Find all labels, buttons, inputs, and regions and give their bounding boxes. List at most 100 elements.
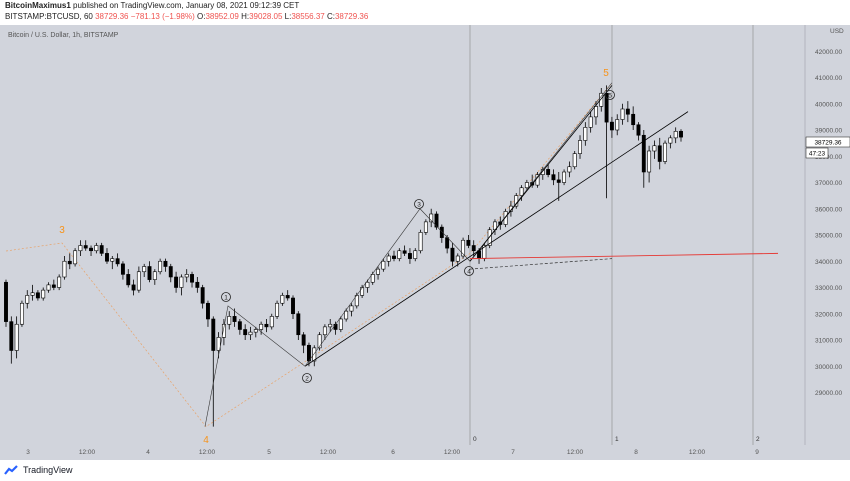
- candle-body: [519, 187, 524, 196]
- high-value: 39028.05: [249, 12, 283, 21]
- candle-body: [120, 263, 125, 275]
- subwave-circle: [414, 199, 424, 209]
- candle-body: [19, 302, 24, 325]
- last-price: 38729.36: [95, 12, 129, 21]
- candle-body: [67, 260, 72, 265]
- trendline-lower: [304, 111, 689, 367]
- candle-body: [620, 108, 625, 120]
- candle-body: [407, 253, 412, 259]
- subwave-circle: [302, 373, 312, 383]
- x-tick-label: 4: [146, 449, 150, 456]
- ohlc-info: BITSTAMP:BTCUSD, 60 38729.36 −781.13 (−1…: [5, 12, 368, 21]
- candle-body: [4, 281, 8, 322]
- wave-label: 5: [603, 68, 609, 79]
- candle-body: [567, 166, 572, 173]
- vertical-marker-label: 1: [615, 436, 619, 443]
- candle-body: [237, 321, 242, 330]
- candle-body: [583, 127, 588, 141]
- author-name[interactable]: BitcoinMaximus1: [5, 1, 71, 10]
- close-value: 38729.36: [334, 12, 369, 21]
- x-tick-label: 9: [755, 449, 759, 456]
- candle-body: [110, 258, 115, 262]
- candle-body: [418, 232, 423, 252]
- y-tick-label: 36000.00: [815, 206, 842, 213]
- candle-body: [503, 211, 508, 225]
- chart-title: Bitcoin / U.S. Dollar, 1h, BITSTAMP: [8, 32, 119, 39]
- subwave-label: 1: [224, 294, 228, 301]
- candle-body: [344, 310, 349, 320]
- x-tick-label: 6: [391, 449, 395, 456]
- low-value: 38556.37: [291, 12, 325, 21]
- tradingview-logo[interactable]: TradingView: [4, 465, 73, 475]
- candle-body: [115, 258, 120, 265]
- candle-body: [195, 281, 200, 288]
- candle-body: [206, 302, 210, 320]
- candle-body: [174, 276, 179, 288]
- candle-body: [73, 250, 78, 265]
- candle-body: [35, 292, 40, 299]
- candle-body: [381, 260, 386, 270]
- candle-body: [291, 297, 295, 315]
- candle-body: [349, 305, 354, 312]
- candle-body: [285, 295, 290, 299]
- candle-body: [439, 226, 444, 238]
- subwave-label: 3: [417, 201, 421, 208]
- candle-body: [360, 287, 365, 296]
- vertical-marker-label: 0: [473, 436, 477, 443]
- candle-body: [631, 113, 636, 126]
- candle-body: [657, 145, 662, 162]
- candle-body: [317, 334, 322, 349]
- candle-body: [572, 153, 577, 168]
- candle-body: [78, 245, 83, 252]
- open-label: O:: [197, 12, 206, 21]
- x-tick-label: 12:00: [444, 449, 461, 456]
- y-tick-label: 41000.00: [815, 75, 842, 82]
- last-price-value: 38729.36: [814, 140, 841, 147]
- candle-body: [429, 213, 434, 223]
- candle-body: [142, 266, 147, 273]
- candle-body: [322, 326, 327, 336]
- candle-body: [200, 287, 205, 304]
- candle-body: [423, 221, 428, 233]
- candle-body: [615, 119, 620, 131]
- candle-body: [94, 245, 99, 252]
- candle-body: [402, 250, 407, 254]
- candle-body: [471, 245, 476, 252]
- candle-body: [269, 316, 274, 328]
- candle-body: [179, 276, 184, 288]
- candle-body: [14, 323, 19, 351]
- wave-label: 3: [59, 225, 65, 236]
- candle-body: [392, 255, 396, 259]
- candle-body: [99, 245, 104, 254]
- price-change: −781.13 (−1.98%): [130, 12, 195, 21]
- candle-body: [147, 266, 152, 280]
- high-label: H:: [241, 12, 250, 21]
- price-chart[interactable]: Bitcoin / U.S. Dollar, 1h, BITSTAMP 29000…: [0, 0, 850, 460]
- candle-body: [9, 321, 14, 351]
- candle-body: [604, 92, 609, 123]
- y-tick-label: 29000.00: [815, 390, 842, 397]
- candle-body: [232, 316, 237, 322]
- candle-body: [333, 323, 338, 330]
- candle-body: [551, 174, 556, 181]
- candle-body: [625, 108, 630, 115]
- candle-body: [211, 318, 216, 351]
- subwave-circle: [221, 292, 231, 302]
- subwave-circle: [464, 266, 474, 276]
- candle-body: [609, 121, 614, 131]
- last-price-tag: [805, 136, 850, 148]
- candle-body: [243, 329, 248, 336]
- countdown-value: 47:23: [809, 151, 826, 158]
- candle-body: [105, 253, 109, 262]
- candle-body: [30, 292, 35, 296]
- candle-body: [158, 260, 163, 273]
- candle-body: [131, 284, 136, 291]
- candle-body: [562, 171, 567, 183]
- x-tick-label: 7: [511, 449, 515, 456]
- candle-body: [434, 213, 439, 228]
- channel-line-upper: [469, 85, 613, 262]
- candle-body: [455, 255, 460, 262]
- candle-body: [46, 284, 51, 291]
- published-text: published on TradingView.com, January 08…: [73, 1, 300, 10]
- y-tick-label: 34000.00: [815, 259, 842, 266]
